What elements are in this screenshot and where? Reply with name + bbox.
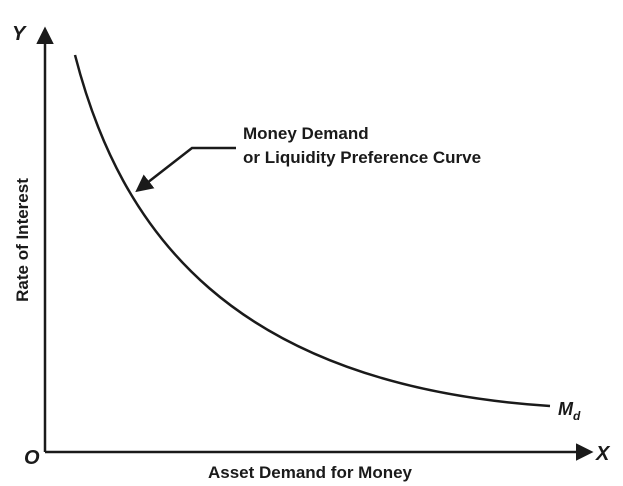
- curve-label-main: M: [558, 399, 574, 419]
- y-axis-letter: Y: [12, 23, 27, 45]
- origin-label: O: [24, 447, 40, 469]
- y-axis-label: Rate of Interest: [13, 178, 32, 302]
- annotation-line: Money Demand: [243, 124, 369, 143]
- curve-label-sub: d: [573, 409, 581, 423]
- curve-label: Md: [558, 399, 581, 423]
- money-demand-curve: [73, 54, 551, 408]
- x-axis-label: Asset Demand for Money: [208, 463, 413, 482]
- annotation-line: or Liquidity Preference Curve: [243, 148, 481, 167]
- x-axis-letter: X: [595, 443, 611, 465]
- annotation-arrow: [135, 146, 236, 193]
